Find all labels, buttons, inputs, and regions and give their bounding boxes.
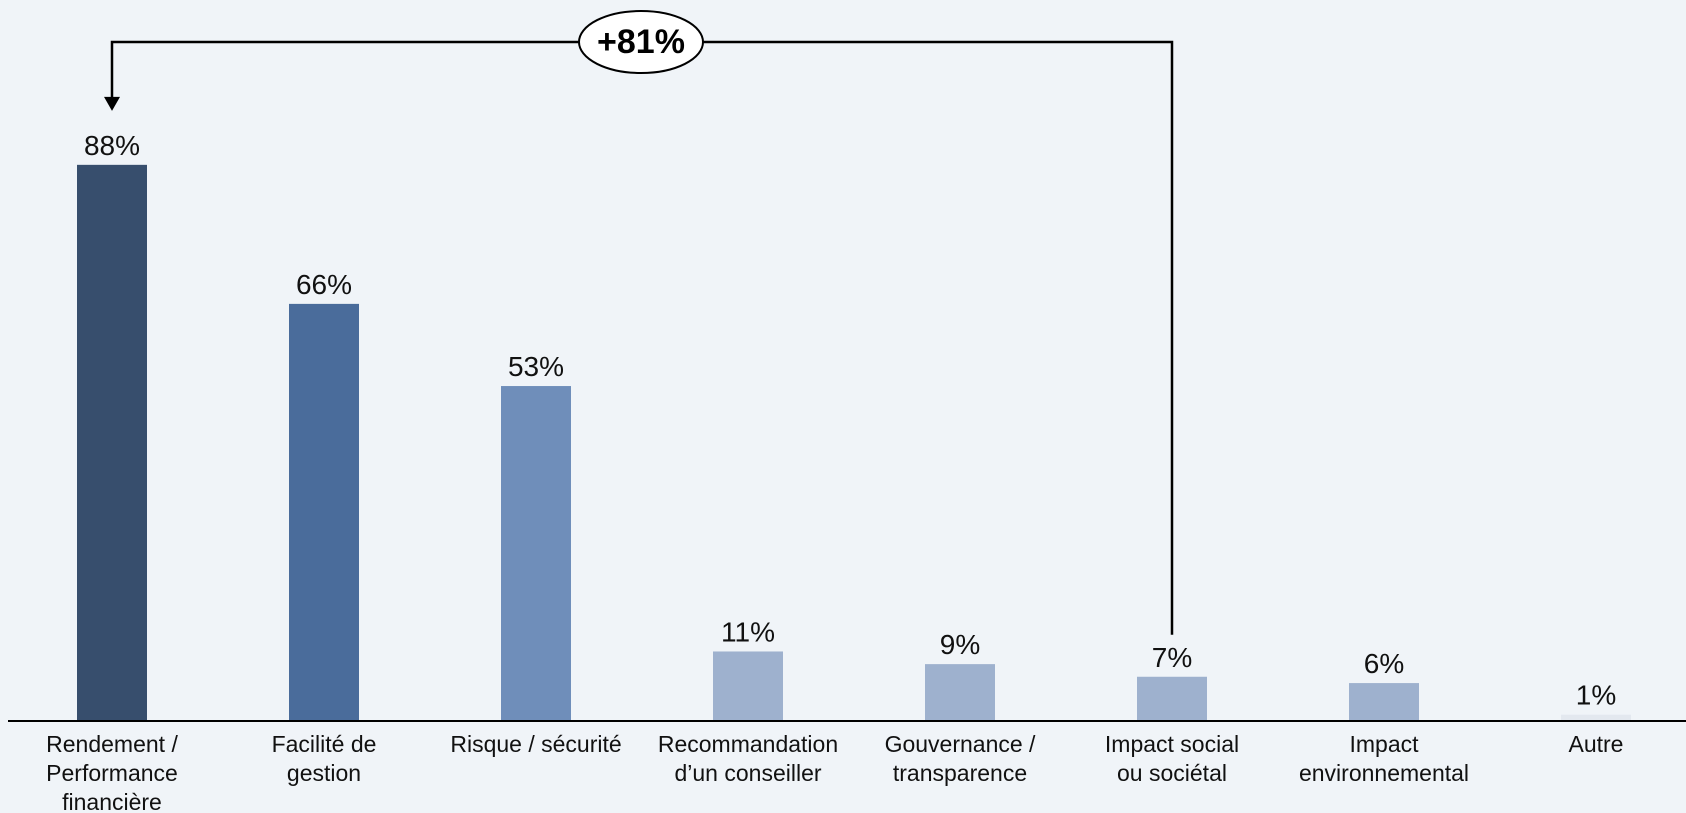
- value-labels-group: 88% 66% 53% 11% 9% 7% 6% 1%: [84, 130, 1616, 711]
- category-label: Impact environnemental: [1299, 731, 1469, 786]
- bar-value-label: 53%: [508, 351, 564, 382]
- callout-arrow-icon: [104, 96, 120, 111]
- callout-text: +81%: [597, 23, 685, 61]
- bar-value-label: 7%: [1152, 642, 1192, 673]
- category-label: Risque / sécurité: [450, 731, 621, 757]
- bar: [77, 164, 147, 722]
- category-labels-group: Rendement / Performance financière Facilité…: [46, 731, 1623, 813]
- bars-group: [77, 164, 1631, 722]
- bar-value-label: 6%: [1364, 648, 1404, 679]
- bar: [1561, 714, 1631, 721]
- callout-bubble: [578, 10, 704, 74]
- category-label: Autre: [1569, 731, 1624, 757]
- bar-value-label: 88%: [84, 130, 140, 161]
- bar-value-label: 1%: [1576, 680, 1616, 711]
- bar: [501, 386, 571, 721]
- bar-value-label: 66%: [296, 269, 352, 300]
- bar: [1349, 683, 1419, 721]
- callout-connector-line: [110, 40, 1174, 635]
- bar-value-label: 9%: [940, 629, 980, 660]
- bar: [1137, 676, 1207, 721]
- bar: [289, 303, 359, 721]
- bar: [713, 651, 783, 721]
- category-label: Recommandation d’un conseiller: [658, 731, 838, 786]
- category-label: Rendement / Performance financière: [46, 731, 178, 813]
- category-label: Impact social ou sociétal: [1105, 731, 1239, 786]
- category-label: Gouvernance / transparence: [885, 731, 1036, 786]
- difference-callout: +81%: [104, 10, 1174, 635]
- bar: [925, 664, 995, 721]
- bar-value-label: 11%: [721, 616, 775, 647]
- category-label: Facilité de gestion: [272, 731, 377, 786]
